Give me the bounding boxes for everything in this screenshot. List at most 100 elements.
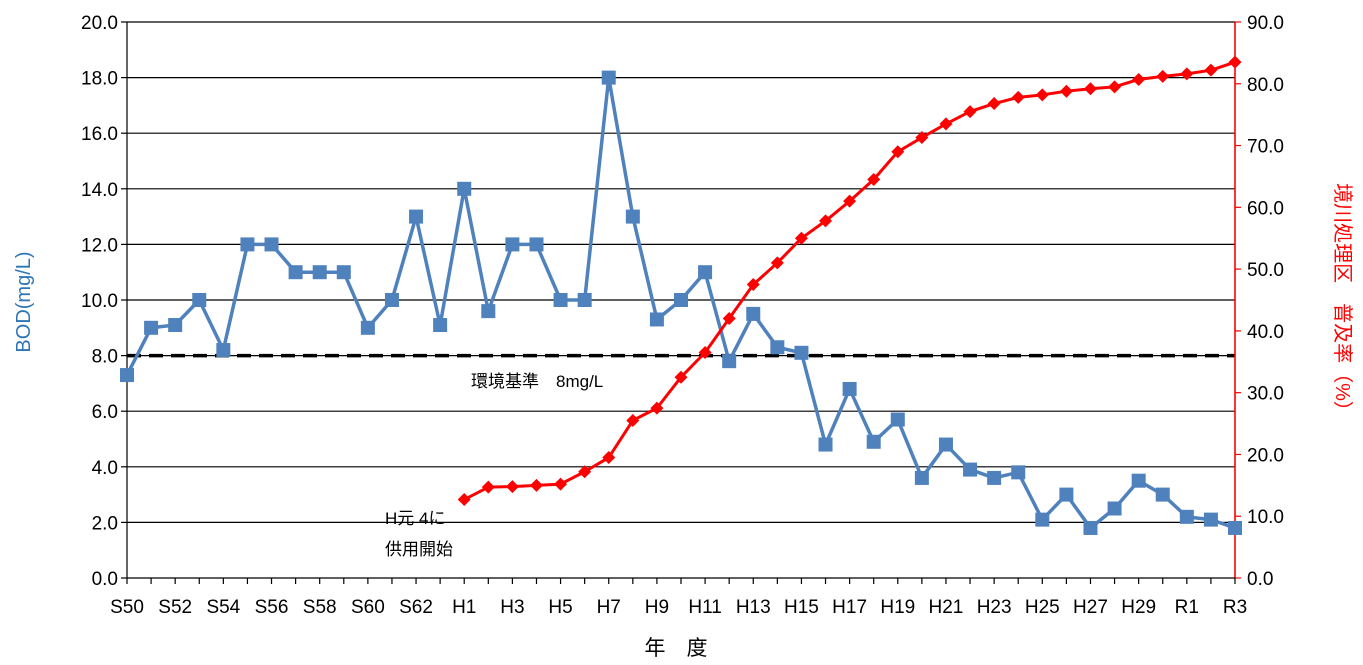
bod-point xyxy=(1035,512,1050,527)
coverage-point xyxy=(722,312,736,326)
y-right-tick-label: 90.0 xyxy=(1247,13,1284,34)
coverage-point xyxy=(1108,80,1122,94)
y-left-tick-label: 8.0 xyxy=(92,347,118,368)
reference-line-label: 環境基準 8mg/L xyxy=(471,372,603,391)
y-right-tick-label: 40.0 xyxy=(1247,322,1284,343)
coverage-point xyxy=(843,194,857,208)
bod-point xyxy=(649,312,664,327)
x-tick-label: S54 xyxy=(206,597,240,618)
coverage-point xyxy=(939,117,953,131)
bod-point xyxy=(481,304,496,319)
bod-point xyxy=(698,265,713,280)
y-left-tick-label: 16.0 xyxy=(81,124,118,145)
y-right-tick-label: 70.0 xyxy=(1247,137,1284,158)
x-tick-label: S56 xyxy=(255,597,289,618)
coverage-point xyxy=(746,278,760,292)
bod-point xyxy=(336,265,351,280)
bod-point xyxy=(938,437,953,452)
coverage-point xyxy=(554,477,568,491)
x-tick-label: S50 xyxy=(110,597,144,618)
y-right-tick-label: 80.0 xyxy=(1247,75,1284,96)
x-tick-label: S58 xyxy=(303,597,337,618)
x-tick-label: S52 xyxy=(158,597,192,618)
bod-point xyxy=(1203,512,1218,527)
bod-point xyxy=(1011,465,1026,480)
x-axis-title: 年 度 xyxy=(645,637,708,660)
coverage-point xyxy=(1059,84,1073,98)
x-tick-label: S62 xyxy=(399,597,433,618)
bod-point xyxy=(216,343,231,358)
axes: 0.0 2.0 4.0 6.0 8.0 10.0 12.0 14.0 16.0 18.0 20.0 0… xyxy=(81,13,1284,618)
bod-point xyxy=(1228,520,1242,535)
coverage-point xyxy=(626,413,640,427)
y-right-tick-label: 50.0 xyxy=(1247,260,1284,281)
bod-point xyxy=(1155,487,1170,502)
coverage-point xyxy=(819,214,833,228)
bod-point xyxy=(722,354,737,369)
bod-point xyxy=(818,437,833,452)
x-tick-label: H23 xyxy=(977,597,1012,618)
y-left-tick-label: 10.0 xyxy=(81,291,118,312)
bod-point xyxy=(457,181,472,196)
bod-point xyxy=(866,434,881,449)
coverage-point xyxy=(915,131,929,145)
coverage-point xyxy=(1204,63,1218,77)
annotation-line-2: 供用開始 xyxy=(385,540,453,559)
bod-point xyxy=(601,70,616,85)
coverage-point xyxy=(481,480,495,494)
x-tick-label: H27 xyxy=(1073,597,1108,618)
bod-point xyxy=(360,320,375,335)
y-left-tick-label: 4.0 xyxy=(92,458,118,479)
coverage-point xyxy=(457,493,471,507)
y-right-tick-label: 60.0 xyxy=(1247,198,1284,219)
x-tick-label: H13 xyxy=(736,597,771,618)
bod-point xyxy=(914,470,929,485)
bod-point xyxy=(770,340,785,355)
y-axis-left-title: BOD(mg/L) xyxy=(13,251,35,352)
coverage-point xyxy=(963,105,977,119)
coverage-point xyxy=(529,478,543,492)
bod-point xyxy=(577,293,592,307)
coverage-point xyxy=(1228,55,1242,69)
bod-point xyxy=(1083,520,1098,535)
bod-point xyxy=(987,470,1002,485)
y-right-tick-label: 30.0 xyxy=(1247,384,1284,405)
bod-point xyxy=(505,237,520,252)
coverage-point xyxy=(1180,67,1194,81)
coverage-point xyxy=(674,370,688,384)
x-tick-label: H11 xyxy=(688,597,721,618)
series-line-2 xyxy=(463,60,1236,501)
bod-point xyxy=(409,209,424,224)
x-tick-label: R3 xyxy=(1223,597,1247,618)
x-tick-label: H3 xyxy=(500,597,524,618)
y-right-tick-label: 0.0 xyxy=(1247,569,1273,590)
y-left-tick-label: 18.0 xyxy=(81,69,118,90)
bod-point xyxy=(288,265,303,280)
x-tick-label: S60 xyxy=(351,597,385,618)
coverage-point xyxy=(794,231,808,245)
coverage-point xyxy=(891,145,905,159)
coverage-point xyxy=(770,256,784,270)
bod-point xyxy=(553,293,568,307)
bod-point xyxy=(384,293,399,307)
coverage-point xyxy=(505,480,519,494)
bod-point xyxy=(1107,501,1122,516)
bod-point xyxy=(240,237,255,252)
y-left-tick-label: 2.0 xyxy=(92,513,118,534)
bod-point xyxy=(674,293,688,307)
bod-point xyxy=(168,318,183,333)
bod-point xyxy=(264,237,279,252)
coverage-point xyxy=(987,97,1001,111)
coverage-point xyxy=(1132,72,1146,86)
bod-point xyxy=(529,237,544,252)
x-tick-label: H17 xyxy=(832,597,867,618)
coverage-point xyxy=(1156,69,1170,83)
x-tick-label: H19 xyxy=(880,597,915,618)
x-tick-label: H9 xyxy=(645,597,669,618)
x-tick-label: H29 xyxy=(1121,597,1156,618)
y-right-tick-label: 10.0 xyxy=(1247,507,1284,528)
coverage-point xyxy=(650,401,664,415)
bod-point xyxy=(312,265,327,280)
